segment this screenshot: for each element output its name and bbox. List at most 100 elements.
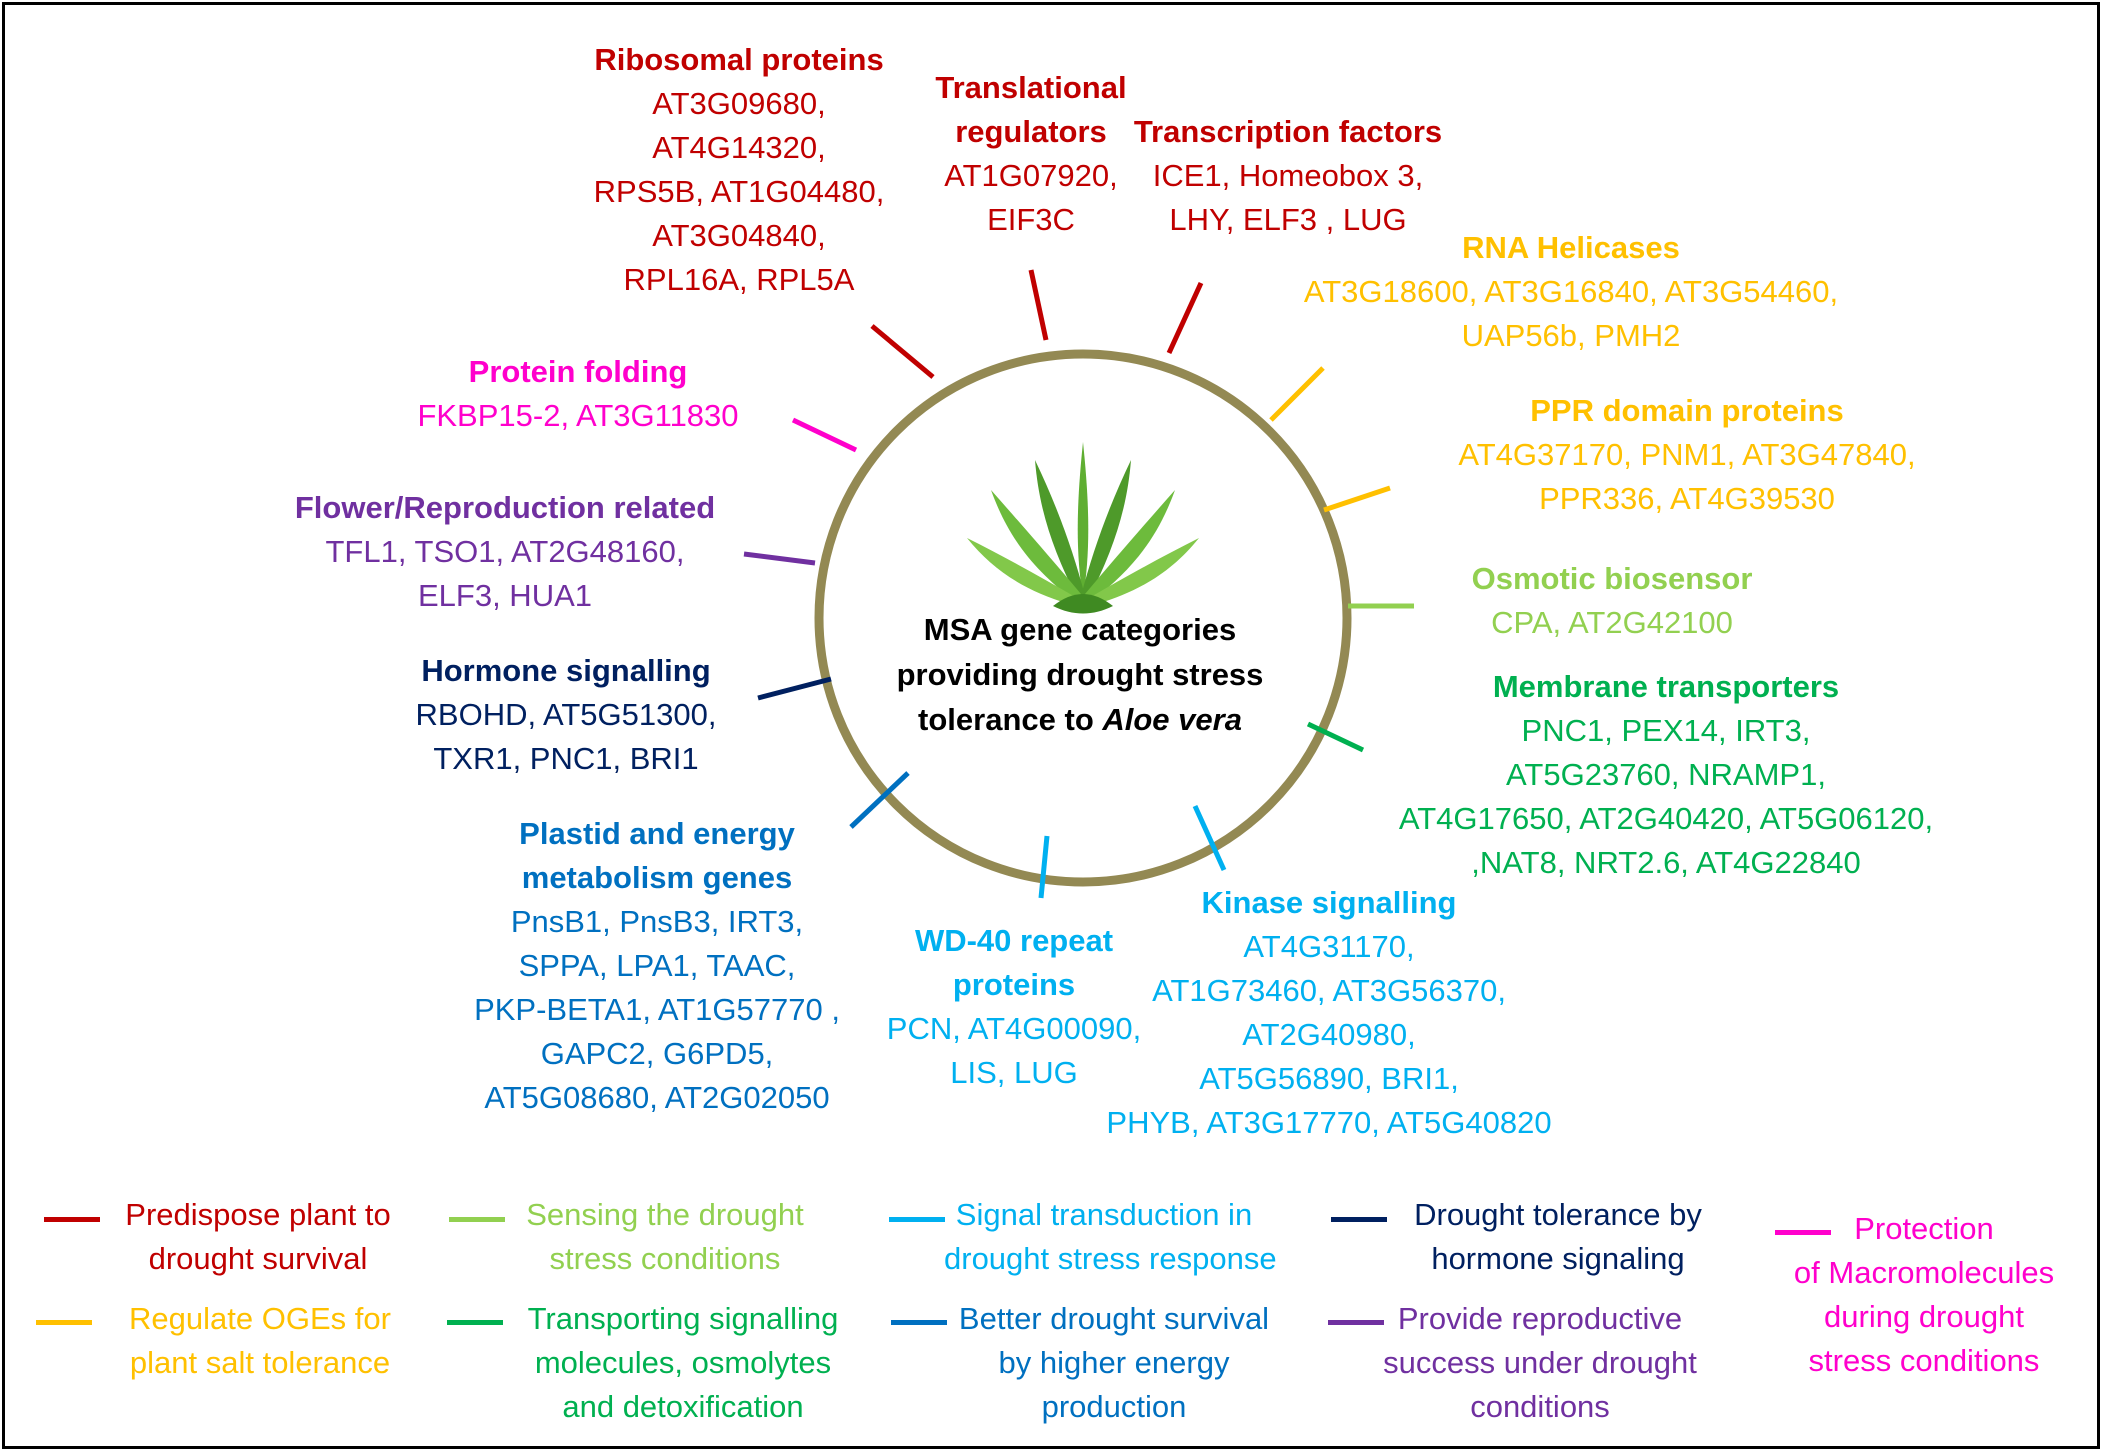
legend-label-line: hormone signaling: [1431, 1241, 1685, 1276]
category-ribosomal: Ribosomal proteins AT3G09680, AT4G14320, RP…: [339, 38, 1139, 302]
category-kinase: Kinase signalling AT4G31170, AT1G73460, AT…: [929, 881, 1729, 1145]
spoke-line-13: [791, 417, 858, 453]
category-title-line: Transcription factors: [1133, 114, 1443, 149]
gene-list-line: TXR1, PNC1, BRI1: [433, 741, 699, 776]
category-title-line: regulators: [955, 114, 1107, 149]
legend-label-line: drought stress response: [944, 1241, 1277, 1276]
legend-label-line: plant salt tolerance: [129, 1345, 391, 1380]
gene-list-line: PHYB, AT3G17770, AT5G40820: [1106, 1105, 1552, 1140]
legend-swatch-protection: [1775, 1230, 1831, 1235]
category-title-line: Kinase signalling: [1201, 885, 1457, 920]
category-rna-helicases: RNA Helicases AT3G18600, AT3G16840, AT3G5…: [1171, 226, 1971, 358]
gene-list-line: AT1G07920,: [944, 158, 1118, 193]
category-title-line: Protein folding: [468, 354, 688, 389]
legend-label-predispose: Predispose plant to drought survival: [98, 1193, 418, 1281]
gene-list-line: ELF3, HUA1: [417, 578, 592, 613]
gene-list-line: AT3G18600, AT3G16840, AT3G54460,: [1303, 274, 1839, 309]
gene-list-line: AT5G08680, AT2G02050: [484, 1080, 830, 1115]
gene-list-line: SPPA, LPA1, TAAC,: [518, 948, 796, 983]
gene-list-line: AT3G09680,: [652, 86, 826, 121]
gene-list-line: PPR336, AT4G39530: [1539, 481, 1835, 516]
legend-swatch-energy: [891, 1320, 947, 1325]
legend-swatch-predispose: [44, 1217, 100, 1222]
category-membrane: Membrane transporters PNC1, PEX14, IRT3, A…: [1266, 665, 2066, 885]
gene-list-line: AT4G17650, AT2G40420, AT5G06120,: [1398, 801, 1934, 836]
category-title: RNA Helicases: [1171, 226, 1971, 270]
category-title-line: Plastid and energy: [519, 816, 795, 851]
gene-list-line: EIF3C: [987, 202, 1075, 237]
legend-label-line: Regulate OGEs for: [129, 1301, 391, 1336]
gene-list-line: PCN, AT4G00090,: [886, 1011, 1142, 1046]
hub-title-line-3-text: tolerance to: [918, 702, 1103, 737]
legend-label-line: success under drought: [1383, 1345, 1697, 1380]
legend-swatch-transporting: [447, 1320, 503, 1325]
gene-list-line: GAPC2, G6PD5,: [540, 1036, 774, 1071]
category-protein-folding: Protein folding FKBP15-2, AT3G11830: [178, 350, 978, 438]
legend-label-line: Drought tolerance by: [1414, 1197, 1702, 1232]
legend-label-energy: Better drought survival by higher energy p…: [954, 1297, 1274, 1429]
legend-label-line: of Macromolecules: [1793, 1255, 2055, 1290]
legend-label-line: Provide reproductive: [1397, 1301, 1683, 1336]
category-title: Protein folding: [178, 350, 978, 394]
category-title: Plastid and energy metabolism genes: [257, 812, 1057, 900]
hub-title-line-2: providing drought stress: [896, 657, 1264, 692]
gene-list-line: TFL1, TSO1, AT2G48160,: [325, 534, 685, 569]
legend-label-sensing: Sensing the drought stress conditions: [505, 1193, 825, 1281]
legend-label-hormone-tol: Drought tolerance by hormone signaling: [1398, 1193, 1718, 1281]
category-title: WD-40 repeat proteins: [614, 919, 1414, 1007]
spoke-line-5: [1323, 485, 1391, 513]
legend-label-protection: Protection of Macromolecules during drough…: [1764, 1207, 2084, 1383]
category-gene-list: AT1G07920, EIF3C: [631, 154, 1431, 242]
gene-list-line: FKBP15-2, AT3G11830: [417, 398, 739, 433]
category-gene-list: ICE1, Homeobox 3, LHY, ELF3 , LUG: [888, 154, 1688, 242]
legend-label-line: production: [1041, 1389, 1187, 1424]
gene-list-line: AT4G37170, PNM1, AT3G47840,: [1458, 437, 1916, 472]
legend-label-transporting: Transporting signalling molecules, osmoly…: [523, 1297, 843, 1429]
category-hormone: Hormone signalling RBOHD, AT5G51300, TXR1,…: [166, 649, 966, 781]
category-title: PPR domain proteins: [1287, 389, 2087, 433]
category-gene-list: AT3G18600, AT3G16840, AT3G54460, UAP56b, …: [1171, 270, 1971, 358]
category-title: Flower/Reproduction related: [105, 486, 905, 530]
gene-list-line: AT4G14320,: [652, 130, 826, 165]
legend-label-line: Transporting signalling: [527, 1301, 839, 1336]
gene-list-line: RPS5B, AT1G04480,: [593, 174, 885, 209]
gene-list-line: CPA, AT2G42100: [1491, 605, 1733, 640]
legend-label-reproductive: Provide reproductive success under drough…: [1380, 1297, 1700, 1429]
legend-label-line: Predispose plant to: [125, 1197, 391, 1232]
spoke-line-7: [1306, 721, 1365, 753]
category-title-line: proteins: [952, 967, 1076, 1002]
spoke-line-2: [1028, 269, 1049, 341]
legend-label-line: stress conditions: [549, 1241, 781, 1276]
category-gene-list: AT4G31170, AT1G73460, AT3G56370, AT2G40980…: [929, 925, 1729, 1145]
category-plastid: Plastid and energy metabolism genes PnsB1,…: [257, 812, 1057, 1120]
category-title: Kinase signalling: [929, 881, 1729, 925]
legend-label-line: Sensing the drought: [526, 1197, 804, 1232]
aloe-vera-plant-icon: [967, 442, 1199, 614]
spoke-line-12: [743, 551, 816, 566]
category-title-line: RNA Helicases: [1462, 230, 1680, 265]
legend-label-signal: Signal transduction in drought stress res…: [944, 1193, 1277, 1281]
hub-title-line-1: MSA gene categories: [923, 612, 1237, 647]
category-title-line: Ribosomal proteins: [594, 42, 884, 77]
category-title-line: metabolism genes: [521, 860, 793, 895]
legend-swatch-reproductive: [1328, 1320, 1384, 1325]
category-gene-list: AT3G09680, AT4G14320, RPS5B, AT1G04480, AT3…: [339, 82, 1139, 302]
hub-ring: [814, 349, 1352, 887]
gene-list-line: RPL16A, RPL5A: [623, 262, 855, 297]
gene-list-line: ,NAT8, NRT2.6, AT4G22840: [1471, 845, 1861, 880]
legend-label-line: drought survival: [148, 1241, 368, 1276]
spoke-line-10: [849, 771, 910, 829]
spoke-line-8: [1192, 804, 1227, 872]
legend-label-line: by higher energy: [998, 1345, 1230, 1380]
spoke-line-4: [1269, 366, 1325, 422]
gene-list-line: PnsB1, PnsB3, IRT3,: [510, 904, 804, 939]
gene-list-line: PKP-BETA1, AT1G57770 ,: [474, 992, 840, 1027]
gene-list-line: LHY, ELF3 , LUG: [1169, 202, 1407, 237]
category-title: Hormone signalling: [166, 649, 966, 693]
gene-list-line: AT5G56890, BRI1,: [1199, 1061, 1459, 1096]
legend-label-line: Better drought survival: [958, 1301, 1270, 1336]
legend-swatch-hormone-tol: [1331, 1217, 1387, 1222]
hub-title: MSA gene categories providing drought st…: [880, 607, 1280, 742]
